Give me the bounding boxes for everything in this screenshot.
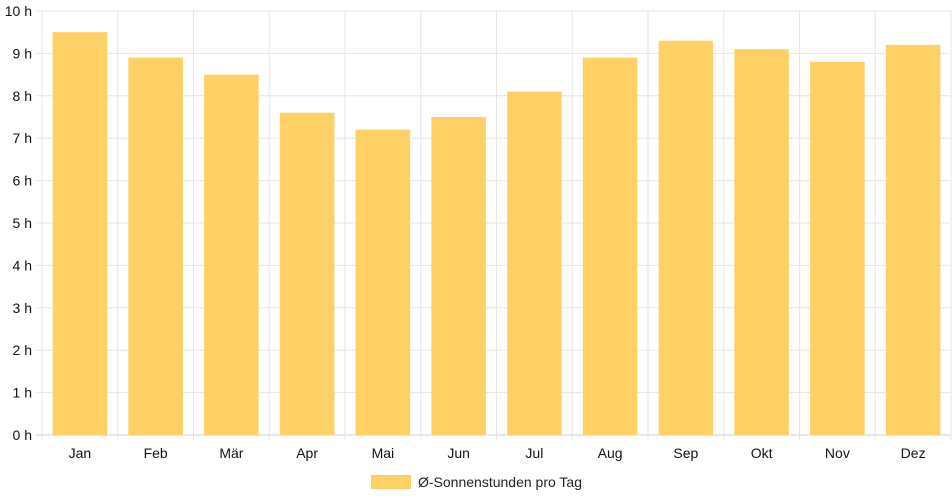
- x-tick-label: Jun: [447, 445, 470, 461]
- y-tick-label: 3 h: [13, 300, 32, 316]
- y-tick-label: 5 h: [13, 215, 32, 231]
- bar-jan[interactable]: [52, 32, 108, 435]
- legend[interactable]: Ø-Sonnenstunden pro Tag: [371, 474, 582, 490]
- bar-feb[interactable]: [128, 57, 183, 435]
- x-tick-label: Jan: [69, 445, 92, 461]
- x-tick-label: Sep: [673, 445, 698, 461]
- y-tick-label: 10 h: [5, 3, 32, 19]
- bar-jun[interactable]: [431, 117, 486, 435]
- y-tick-label: 1 h: [13, 385, 32, 401]
- x-tick-label: Apr: [296, 445, 318, 461]
- bar-mai[interactable]: [355, 129, 411, 435]
- bar-dez[interactable]: [885, 44, 941, 436]
- legend-label: Ø-Sonnenstunden pro Tag: [418, 474, 582, 490]
- x-tick-label: Mär: [219, 445, 243, 461]
- legend-swatch: [371, 475, 411, 489]
- x-tick-label: Okt: [751, 445, 773, 461]
- bar-mär[interactable]: [204, 74, 259, 435]
- y-tick-label: 9 h: [13, 45, 32, 61]
- x-tick-label: Aug: [598, 445, 623, 461]
- y-tick-label: 8 h: [13, 88, 32, 104]
- bar-apr[interactable]: [279, 112, 335, 435]
- bar-nov[interactable]: [810, 61, 865, 435]
- y-tick-label: 6 h: [13, 173, 32, 189]
- x-tick-label: Jul: [525, 445, 543, 461]
- grid-lines: [36, 10, 952, 441]
- x-tick-label: Dez: [901, 445, 926, 461]
- x-tick-label: Feb: [144, 445, 168, 461]
- bar-okt[interactable]: [734, 49, 789, 435]
- axes: 0 h 1 h 2 h 3 h 4 h 5 h 6 h 7 h 8 h 9 h 10 h Jan Feb…: [5, 3, 926, 461]
- y-tick-label: 7 h: [13, 130, 32, 146]
- bar-sep[interactable]: [658, 40, 714, 436]
- bar-jul[interactable]: [507, 91, 562, 435]
- x-tick-label: Nov: [825, 445, 850, 461]
- y-tick-label: 0 h: [13, 427, 32, 443]
- x-tick-label: Mai: [372, 445, 395, 461]
- bar-aug[interactable]: [582, 57, 638, 435]
- bars: [52, 32, 941, 436]
- y-tick-label: 2 h: [13, 342, 32, 358]
- y-tick-label: 4 h: [13, 257, 32, 273]
